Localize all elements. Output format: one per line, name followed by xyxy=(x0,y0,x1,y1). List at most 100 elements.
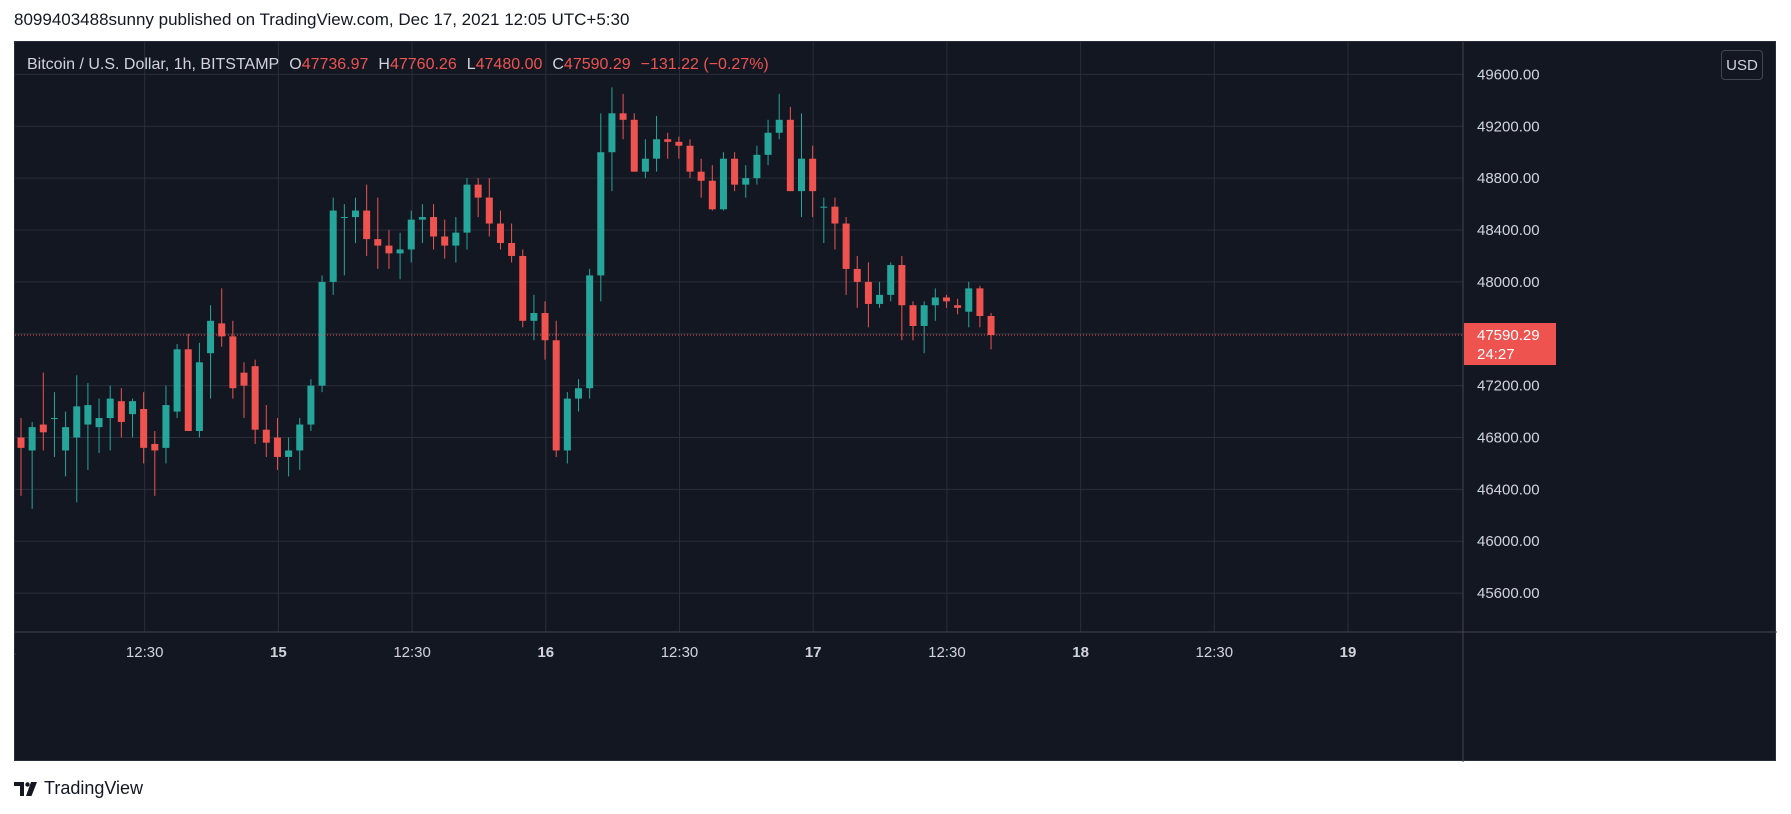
symbol-title: Bitcoin / U.S. Dollar, 1h, BITSTAMP xyxy=(27,56,280,73)
candle-body xyxy=(619,113,627,120)
candle-body xyxy=(920,305,928,326)
candle-body xyxy=(887,265,895,295)
candle-body xyxy=(173,349,181,412)
candle-body xyxy=(641,158,649,172)
candle-body xyxy=(575,388,582,399)
x-tick-label: 12:30 xyxy=(1196,644,1234,661)
candle-body xyxy=(853,268,861,282)
x-tick-label: 19 xyxy=(1340,644,1357,661)
candle-body xyxy=(474,184,482,198)
candle-body xyxy=(608,113,616,153)
candle-body xyxy=(62,427,70,451)
y-tick-label: 48800.00 xyxy=(1477,170,1540,187)
candle-body xyxy=(273,437,281,457)
candle-body xyxy=(954,305,962,308)
grid-lines xyxy=(15,42,1463,632)
candle-body xyxy=(117,401,125,422)
y-tick-label: 46000.00 xyxy=(1477,533,1540,550)
candle-body xyxy=(653,139,661,159)
candle-body xyxy=(563,398,571,451)
bar-countdown-label: 24:27 xyxy=(1477,346,1515,363)
candle-body xyxy=(764,132,772,155)
candle-body xyxy=(340,217,348,219)
candle-body xyxy=(329,210,337,282)
candles xyxy=(17,87,995,509)
candle-body xyxy=(430,217,438,237)
x-tick-label: 17 xyxy=(805,644,822,661)
candle-body xyxy=(519,255,527,321)
currency-button[interactable]: USD xyxy=(1721,50,1763,80)
candle-body xyxy=(195,362,203,432)
candle-body xyxy=(586,275,594,389)
candle-body xyxy=(742,178,750,185)
last-price-badge xyxy=(1464,323,1556,366)
chart-pane[interactable]: 49600.00 49200.00 48800.00 48400.00 48000.00… xyxy=(14,41,1777,762)
candle-body xyxy=(184,349,192,432)
candle-body xyxy=(407,219,415,250)
candle-body xyxy=(931,297,939,306)
low-value: 47480.00 xyxy=(475,56,543,73)
candle-body xyxy=(396,249,404,254)
open-label: O xyxy=(289,56,302,73)
price-change: −131.22 (−0.27%) xyxy=(640,56,769,73)
y-tick-label: 46400.00 xyxy=(1477,481,1540,498)
candle-body xyxy=(864,281,872,304)
published-text: 8099403488sunny published on TradingView… xyxy=(14,10,630,29)
x-tick-label: 16 xyxy=(537,644,554,661)
candle-body xyxy=(151,443,159,451)
candle-body xyxy=(798,158,805,192)
x-tick-label: 18 xyxy=(1072,644,1089,661)
x-tick-label: 12:30 xyxy=(928,644,966,661)
candle-body xyxy=(73,406,81,438)
candle-body xyxy=(207,320,215,354)
ohlc-legend: Bitcoin / U.S. Dollar, 1h, BITSTAMP O 47… xyxy=(27,56,769,74)
candle-body xyxy=(318,281,326,386)
candle-body xyxy=(374,239,382,246)
axes: 49600.00 49200.00 48800.00 48400.00 48000.00… xyxy=(15,42,1777,762)
candle-body xyxy=(842,223,850,269)
x-tick-label: 15 xyxy=(270,644,287,661)
candle-body xyxy=(541,313,549,341)
last-price-label: 47590.29 xyxy=(1477,327,1540,344)
candle-body xyxy=(95,418,103,428)
candle-body xyxy=(363,210,371,240)
candle-body xyxy=(786,119,794,192)
candle-body xyxy=(452,232,460,246)
x-tick-label: 12:30 xyxy=(661,644,699,661)
candle-body xyxy=(820,206,828,208)
tradingview-brand[interactable]: TradingView xyxy=(14,778,143,799)
candle-body xyxy=(876,294,884,304)
open-value: 47736.97 xyxy=(301,56,369,73)
candle-body xyxy=(686,145,694,172)
candle-body xyxy=(987,315,995,336)
candle-body xyxy=(775,119,783,133)
candle-body xyxy=(84,405,92,425)
candle-body xyxy=(485,197,493,224)
candle-body xyxy=(719,158,727,210)
candle-body xyxy=(664,139,672,142)
candle-body xyxy=(942,297,950,302)
candle-body xyxy=(129,401,136,415)
candle-body xyxy=(285,450,293,457)
candle-body xyxy=(675,141,683,146)
candlestick-chart[interactable]: 49600.00 49200.00 48800.00 48400.00 48000.00… xyxy=(15,42,1777,762)
candle-body xyxy=(630,119,638,172)
candle-body xyxy=(597,152,605,276)
candle-body xyxy=(240,372,248,386)
candle-body xyxy=(352,210,359,218)
candle-body xyxy=(251,366,259,430)
candle-body xyxy=(708,180,716,210)
candle-body xyxy=(229,336,237,389)
high-value: 47760.26 xyxy=(389,56,457,73)
x-tick-label: 12:30 xyxy=(126,644,164,661)
candle-body xyxy=(17,437,25,448)
candle-body xyxy=(809,158,817,192)
close-label: C xyxy=(552,56,564,73)
y-tick-label: 48400.00 xyxy=(1477,222,1540,239)
candle-body xyxy=(441,236,449,246)
x-tick-label: 4 xyxy=(15,644,16,661)
candle-body xyxy=(831,206,839,224)
y-tick-label: 47200.00 xyxy=(1477,378,1540,395)
candle-body xyxy=(697,171,705,181)
candle-body xyxy=(530,313,538,321)
